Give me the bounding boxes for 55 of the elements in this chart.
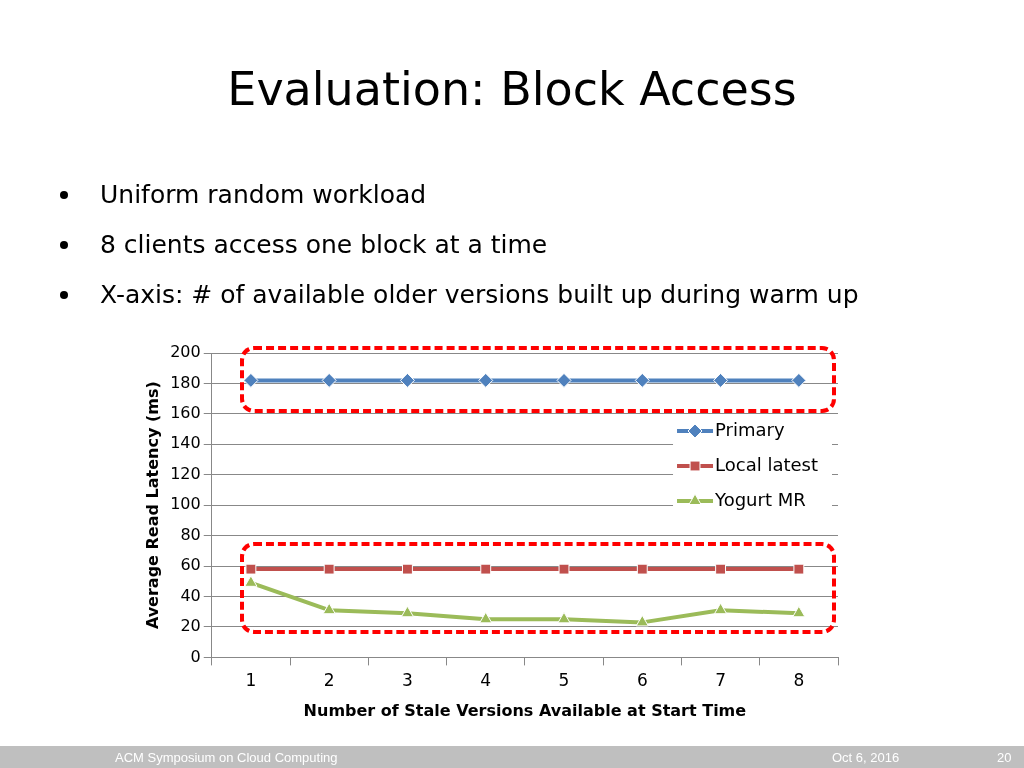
point [479,611,493,624]
x-tick-label: 7 [715,670,726,691]
y-tick-label: 120 [170,463,201,483]
y-tick-label: 140 [170,433,201,453]
point [402,563,413,575]
point [323,563,335,575]
text: ACM Symposium on Cloud Computing [115,750,338,765]
text: Oct 6, 2016 [832,750,900,765]
chart-title: Evaluation: Block Access [226,62,798,116]
point [556,372,572,388]
y-tick-label: 60 [180,555,201,575]
point [478,372,494,388]
point [321,372,337,388]
point [791,372,807,388]
point [634,372,650,388]
x-axis-title: Number of Stale Versions Available at Start Time [303,700,747,720]
y-tick-label: 180 [170,372,201,392]
x-tick-label: 1 [245,670,257,691]
point [715,563,727,575]
point [557,611,571,624]
y-tick-label: 80 [180,524,201,544]
point [399,372,415,388]
text: X-axis: # of available older versions built up during warm up [99,279,859,311]
point [480,563,492,575]
legend-label: Primary [715,418,785,440]
y-axis-title: Average Read Latency (ms) [142,381,162,630]
point [714,602,728,615]
y-tick-label: 100 [170,494,201,514]
y-tick-label: 200 [170,342,201,362]
point [322,602,336,615]
text: 20 [997,750,1012,765]
x-tick-label: 4 [480,670,492,691]
point [243,372,259,388]
text: 8 clients access one block at a time [99,229,549,261]
x-tick-label: 3 [402,670,413,691]
point [400,605,415,618]
legend-label: Yogurt MR [714,488,806,510]
point [636,563,648,575]
x-tick-label: 8 [793,670,805,691]
point [244,575,258,587]
point [793,563,805,575]
y-tick-label: 20 [180,616,201,636]
point [713,372,729,388]
x-tick-label: 2 [323,670,335,691]
point [245,563,257,575]
y-tick-label: 160 [170,403,201,423]
x-tick-label: 5 [558,670,570,691]
point [558,563,570,575]
x-tick-label: 6 [636,670,648,691]
y-tick-label: 0 [190,646,201,666]
y-tick-label: 40 [180,585,201,605]
point [635,614,649,627]
legend-label: Local latest [715,453,819,475]
chart-subtitle: Uniform random workload [99,179,428,211]
point [792,605,806,618]
